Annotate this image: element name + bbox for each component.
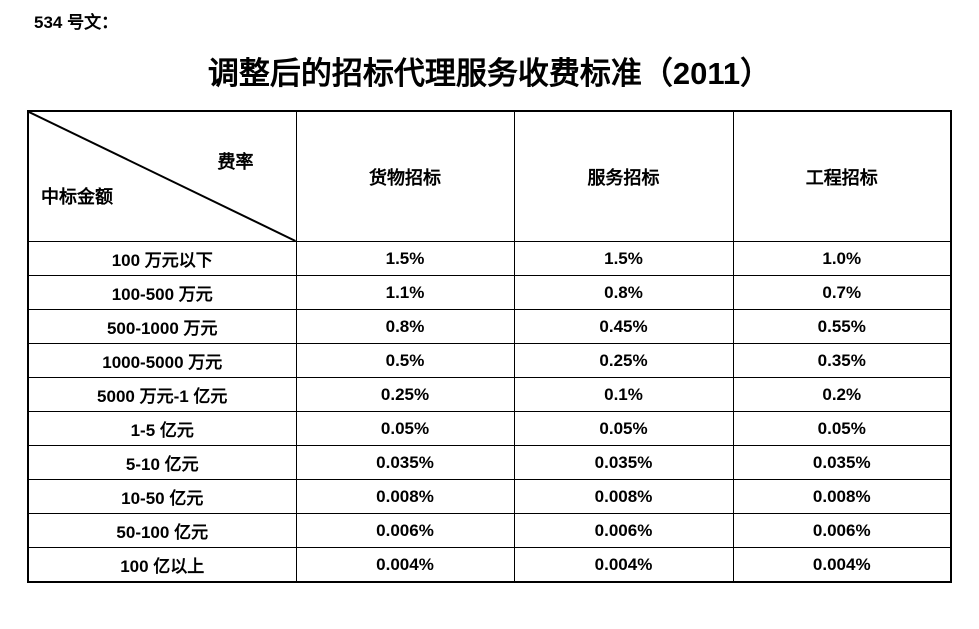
rate-value-cell: 1.5% — [513, 241, 734, 276]
rate-value-cell: 0.25% — [513, 343, 734, 378]
table-row: 500-1000 万元 0.8% 0.45% 0.55% — [27, 309, 952, 344]
diagonal-divider-line — [29, 112, 296, 241]
table-header-row: 费率 中标金额 货物招标 服务招标 工程招标 — [27, 110, 952, 242]
diagonal-corner-cell: 费率 中标金额 — [27, 110, 297, 242]
rate-value-cell: 0.008% — [295, 479, 515, 514]
table-row: 5000 万元-1 亿元 0.25% 0.1% 0.2% — [27, 377, 952, 412]
table-row: 100 万元以下 1.5% 1.5% 1.0% — [27, 241, 952, 276]
row-label-cell: 100-500 万元 — [27, 275, 297, 310]
rate-value-cell: 0.55% — [732, 309, 952, 344]
table-row: 100 亿以上 0.004% 0.004% 0.004% — [27, 547, 952, 583]
rate-value-cell: 0.8% — [295, 309, 515, 344]
table-row: 100-500 万元 1.1% 0.8% 0.7% — [27, 275, 952, 310]
row-label-cell: 5000 万元-1 亿元 — [27, 377, 297, 412]
rate-value-cell: 0.004% — [732, 547, 952, 583]
rate-value-cell: 0.035% — [732, 445, 952, 480]
row-label-cell: 10-50 亿元 — [27, 479, 297, 514]
rate-value-cell: 0.004% — [295, 547, 515, 583]
row-label-cell: 500-1000 万元 — [27, 309, 297, 344]
row-label-cell: 100 万元以下 — [27, 241, 297, 276]
rate-value-cell: 0.05% — [732, 411, 952, 446]
corner-rate-label: 费率 — [217, 152, 254, 172]
table-body: 100 万元以下 1.5% 1.5% 1.0% 100-500 万元 1.1% 0.8% 0.… — [27, 241, 952, 583]
row-label-cell: 100 亿以上 — [27, 547, 297, 583]
fee-rate-table: 费率 中标金额 货物招标 服务招标 工程招标 100 万元以下 1.5% 1.5% 1… — [27, 110, 952, 583]
rate-value-cell: 0.006% — [732, 513, 952, 548]
page-title: 调整后的招标代理服务收费标准（2011） — [207, 56, 772, 91]
rate-value-cell: 0.05% — [513, 411, 734, 446]
rate-value-cell: 0.2% — [732, 377, 952, 412]
rate-value-cell: 0.35% — [732, 343, 952, 378]
rate-value-cell: 1.0% — [732, 241, 952, 276]
rate-value-cell: 0.035% — [295, 445, 515, 480]
row-label-cell: 1-5 亿元 — [27, 411, 297, 446]
column-header-engineering-bidding: 工程招标 — [732, 110, 952, 242]
rate-value-cell: 0.05% — [295, 411, 515, 446]
rate-value-cell: 0.45% — [513, 309, 734, 344]
rate-value-cell: 0.035% — [513, 445, 734, 480]
table-row: 5-10 亿元 0.035% 0.035% 0.035% — [27, 445, 952, 480]
document-number-label: 534 号文： — [34, 13, 119, 32]
rate-value-cell: 0.8% — [513, 275, 734, 310]
corner-amount-label: 中标金额 — [41, 187, 113, 207]
table-row: 1000-5000 万元 0.5% 0.25% 0.35% — [27, 343, 952, 378]
row-label-cell: 50-100 亿元 — [27, 513, 297, 548]
rate-value-cell: 0.004% — [513, 547, 734, 583]
column-header-service-bidding: 服务招标 — [513, 110, 734, 242]
table-row: 50-100 亿元 0.006% 0.006% 0.006% — [27, 513, 952, 548]
rate-value-cell: 0.008% — [732, 479, 952, 514]
rate-value-cell: 0.006% — [295, 513, 515, 548]
rate-value-cell: 0.1% — [513, 377, 734, 412]
rate-value-cell: 0.006% — [513, 513, 734, 548]
column-header-goods-bidding: 货物招标 — [295, 110, 515, 242]
rate-value-cell: 0.7% — [732, 275, 952, 310]
rate-value-cell: 0.25% — [295, 377, 515, 412]
rate-value-cell: 0.5% — [295, 343, 515, 378]
table-row: 1-5 亿元 0.05% 0.05% 0.05% — [27, 411, 952, 446]
table-row: 10-50 亿元 0.008% 0.008% 0.008% — [27, 479, 952, 514]
rate-value-cell: 0.008% — [513, 479, 734, 514]
row-label-cell: 1000-5000 万元 — [27, 343, 297, 378]
rate-value-cell: 1.1% — [295, 275, 515, 310]
row-label-cell: 5-10 亿元 — [27, 445, 297, 480]
rate-value-cell: 1.5% — [295, 241, 515, 276]
